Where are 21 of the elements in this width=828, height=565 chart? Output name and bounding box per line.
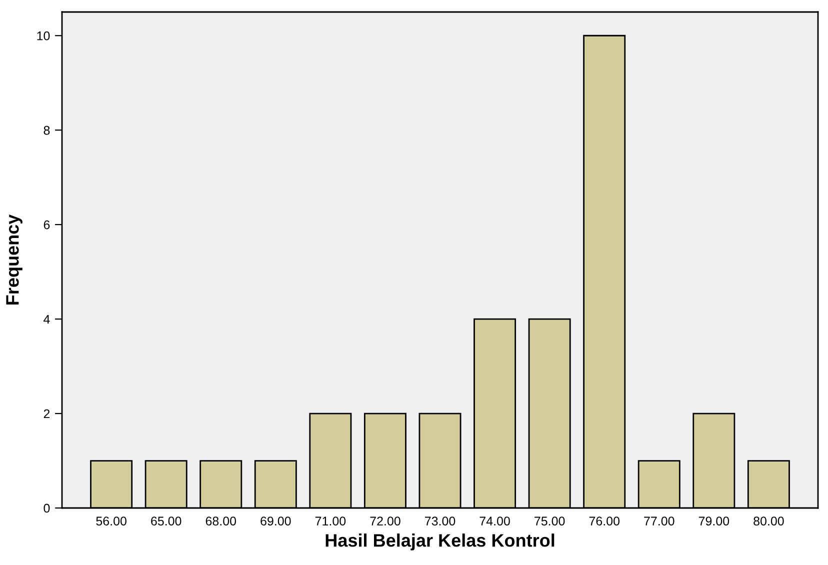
y-axis-title: Frequency bbox=[6, 214, 22, 304]
x-tick-label: 69.00 bbox=[260, 516, 291, 526]
x-tick-label: 73.00 bbox=[425, 516, 456, 526]
x-tick-label: 74.00 bbox=[480, 516, 510, 526]
x-tick-label: 80.00 bbox=[754, 516, 784, 526]
y-tick-label: 4 bbox=[44, 314, 50, 324]
x-tick-label: 68.00 bbox=[206, 516, 236, 526]
x-tick-label: 76.00 bbox=[589, 516, 620, 526]
x-tick-label: 79.00 bbox=[698, 516, 730, 526]
y-tick-label: 2 bbox=[44, 409, 50, 418]
y-tick-label: 0 bbox=[44, 504, 50, 513]
x-tick-label: 65.00 bbox=[151, 516, 182, 526]
y-tick-label: 8 bbox=[44, 126, 50, 135]
y-tick-label: 6 bbox=[44, 220, 50, 230]
x-axis-title: Hasil Belajar Kelas Kontrol bbox=[326, 534, 554, 550]
x-tick-label: 75.00 bbox=[534, 516, 565, 526]
x-tick-label: 56.00 bbox=[96, 516, 126, 526]
x-tick-label: 71.00 bbox=[315, 516, 346, 526]
x-tick-label: 77.00 bbox=[644, 516, 674, 526]
x-tick-label: 72.00 bbox=[370, 516, 400, 526]
y-tick-label: 10 bbox=[37, 31, 50, 40]
